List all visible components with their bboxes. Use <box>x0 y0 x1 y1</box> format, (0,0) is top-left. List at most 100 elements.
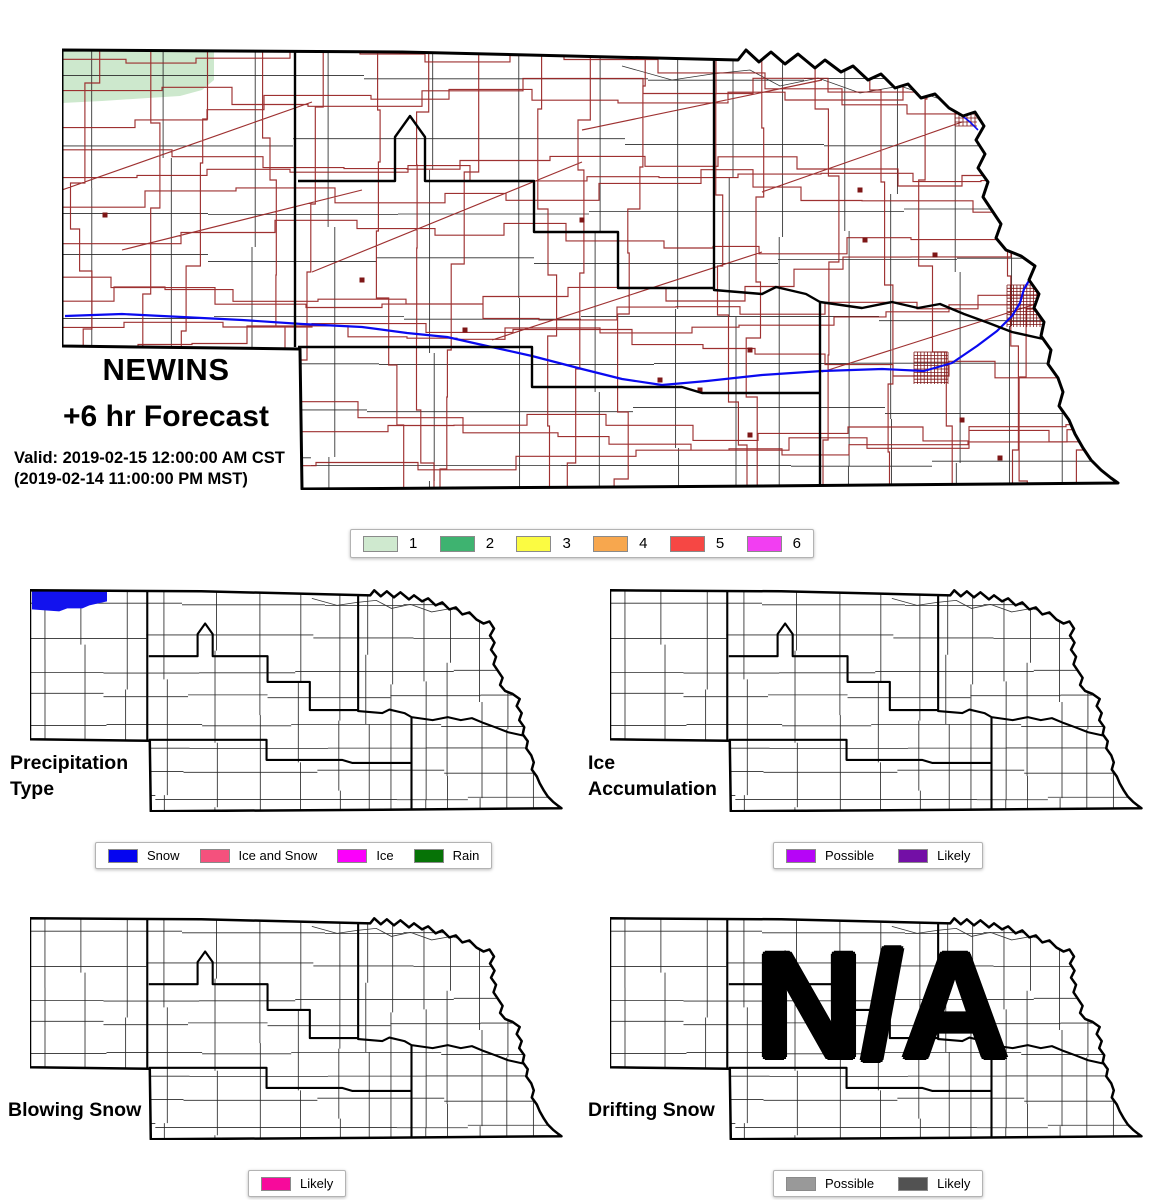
town-marker <box>862 237 868 243</box>
legend-item: 5 <box>669 535 725 552</box>
valid-time-line1: Valid: 2019-02-15 12:00:00 AM CST <box>14 449 285 467</box>
town-marker <box>102 212 108 218</box>
state-outline <box>610 918 1141 1139</box>
ice-accumulation-legend: Possible Likely <box>773 842 984 869</box>
precipitation-type-legend: Snow Ice and Snow Ice Rain <box>95 842 493 869</box>
town-marker <box>857 187 863 193</box>
legend-swatch <box>337 848 368 863</box>
legend-label: 3 <box>562 535 571 552</box>
legend-label: Ice and Snow <box>238 848 318 863</box>
county-lines <box>62 40 1125 490</box>
page-title: NEWINS <box>102 352 230 387</box>
town-marker <box>747 347 753 353</box>
legend-swatch <box>898 1176 929 1191</box>
county-lines <box>610 913 1145 1139</box>
state-outline <box>30 590 561 811</box>
legend-label: Possible <box>825 1176 875 1191</box>
town-marker <box>997 455 1003 461</box>
legend-swatch <box>746 535 782 552</box>
town-marker <box>747 432 753 438</box>
town-marker <box>359 277 365 283</box>
legend-swatch <box>108 848 138 863</box>
legend-swatch <box>363 535 398 552</box>
forecast-hour-title: +6 hr Forecast <box>63 400 269 433</box>
town-marker <box>462 327 468 333</box>
legend-item: 6 <box>746 535 801 552</box>
legend-item: 1 <box>363 535 417 552</box>
blowing-snow-title: Blowing Snow <box>8 1097 141 1123</box>
precipitation-type-map <box>30 585 565 812</box>
town-marker <box>579 217 585 223</box>
drifting-snow-map <box>610 913 1145 1140</box>
legend-label: 2 <box>485 535 495 552</box>
district-boundaries <box>727 590 1106 811</box>
precip-map-svg <box>30 585 565 812</box>
ice-accumulation-map <box>610 585 1145 812</box>
snow-area <box>32 590 108 612</box>
main-forecast-map <box>62 40 1125 490</box>
legend-item: Ice <box>337 848 394 863</box>
legend-label: Likely <box>937 848 971 863</box>
state-outline <box>62 50 1118 489</box>
legend-item: Possible <box>786 1176 874 1191</box>
legend-item: Ice and Snow <box>199 848 318 863</box>
legend-item: Likely <box>898 848 970 863</box>
blowing-title-line1: Blowing Snow <box>8 1099 142 1121</box>
legend-item: Likely <box>261 1176 333 1191</box>
blowing-snow-map <box>30 913 565 1140</box>
drifting-title-line1: Drifting Snow <box>588 1099 715 1121</box>
legend-label: Ice <box>376 848 394 863</box>
ice-title-line2: Accumulation <box>588 778 717 801</box>
legend-swatch <box>593 535 629 552</box>
town-marker <box>932 252 938 258</box>
legend-swatch <box>413 848 444 863</box>
precip-title-line2: Type <box>10 778 55 801</box>
ice-map-svg <box>610 585 1145 812</box>
precip-title-line1: Precipitation <box>10 752 129 774</box>
district-boundaries <box>727 918 1106 1139</box>
county-lines <box>30 913 565 1139</box>
legend-swatch <box>669 535 705 552</box>
legend-swatch <box>786 848 816 863</box>
legend-label: 5 <box>715 535 725 552</box>
valid-time-block: Valid: 2019-02-15 12:00:00 AM CST (2019-… <box>10 448 322 491</box>
legend-swatch <box>261 1176 291 1191</box>
legend-swatch <box>516 535 552 552</box>
legend-item: 3 <box>516 535 571 552</box>
state-outline <box>610 590 1141 811</box>
interstate-80 <box>65 273 1052 385</box>
state-outline <box>30 918 561 1139</box>
drifting-snow-title: Drifting Snow <box>588 1097 715 1123</box>
legend-label: Rain <box>452 848 480 863</box>
district-boundaries <box>147 918 526 1139</box>
ice-title-line1: Ice <box>588 752 616 774</box>
river-line <box>622 66 990 104</box>
legend-label: Possible <box>825 848 875 863</box>
town-marker <box>657 377 663 383</box>
legend-item: Possible <box>786 848 874 863</box>
district-boundaries <box>147 590 526 811</box>
header-block: NEWINS +6 hr Forecast Valid: 2019-02-15 … <box>10 352 322 491</box>
legend-swatch <box>439 535 475 552</box>
severity-legend: 1 2 3 4 5 6 <box>350 529 814 558</box>
legend-label: Likely <box>937 1176 971 1191</box>
county-lines <box>610 585 1145 811</box>
county-lines <box>30 585 565 811</box>
blowing-snow-legend: Likely <box>248 1170 347 1197</box>
legend-swatch <box>786 1176 816 1191</box>
drifting-map-svg <box>610 913 1145 1140</box>
legend-item: 2 <box>439 535 495 552</box>
legend-swatch <box>898 848 929 863</box>
not-available-label: N/A <box>754 921 1009 1089</box>
precipitation-type-title: Precipitation Type <box>10 750 128 803</box>
ice-accumulation-title: Ice Accumulation <box>588 750 717 803</box>
legend-item: Snow <box>108 848 180 863</box>
legend-item: Rain <box>413 848 480 863</box>
valid-time-line2: (2019-02-14 11:00:00 PM MST) <box>14 470 248 489</box>
legend-label: 6 <box>792 535 801 552</box>
legend-label: Likely <box>300 1176 334 1191</box>
town-marker <box>697 387 703 393</box>
blowing-map-svg <box>30 913 565 1140</box>
drifting-snow-legend: Possible Likely <box>773 1170 984 1197</box>
